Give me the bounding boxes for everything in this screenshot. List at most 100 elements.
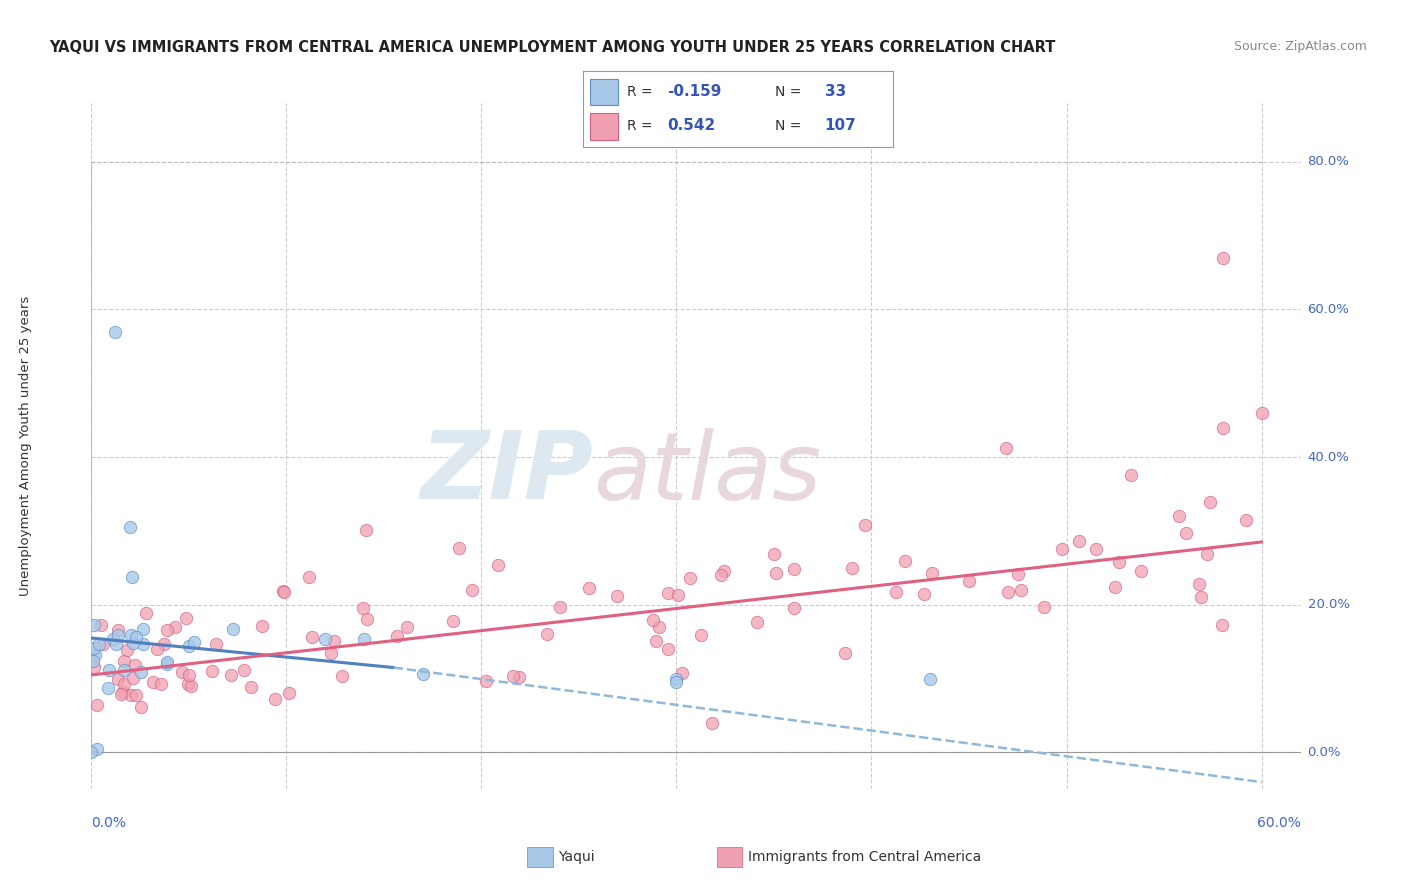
Point — [1007, 566, 1029, 581]
Point — [142, 674, 165, 689]
Point — [170, 665, 193, 679]
Point — [352, 600, 374, 615]
Point — [264, 691, 287, 706]
Point — [156, 655, 179, 669]
Point — [1189, 591, 1212, 605]
Point — [112, 676, 135, 690]
Point — [107, 623, 129, 637]
Point — [679, 571, 702, 585]
Point — [83, 618, 105, 632]
Point — [219, 668, 242, 682]
Text: Unemployment Among Youth under 25 years: Unemployment Among Youth under 25 years — [18, 296, 32, 596]
Point — [125, 688, 148, 702]
Point — [710, 568, 733, 582]
Point — [745, 615, 768, 629]
Point — [111, 685, 134, 699]
Point — [461, 582, 484, 597]
Point — [86, 698, 108, 712]
Point — [122, 671, 145, 685]
Point — [174, 611, 197, 625]
Point — [91, 637, 114, 651]
Point — [995, 441, 1018, 455]
Point — [149, 677, 172, 691]
Point — [1050, 542, 1073, 557]
Text: R =: R = — [627, 119, 652, 133]
Text: 60.0%: 60.0% — [1308, 303, 1350, 316]
Point — [762, 547, 785, 561]
Point — [657, 641, 679, 656]
Point — [396, 620, 419, 634]
Point — [232, 663, 254, 677]
Point — [115, 642, 138, 657]
Point — [502, 668, 524, 682]
Point — [121, 570, 143, 584]
Point — [412, 667, 434, 681]
Point — [163, 620, 186, 634]
Point — [129, 665, 152, 679]
Point — [132, 622, 155, 636]
Text: Source: ZipAtlas.com: Source: ZipAtlas.com — [1233, 40, 1367, 54]
Point — [131, 700, 153, 714]
Point — [201, 664, 224, 678]
Point — [548, 599, 571, 614]
Point — [273, 585, 295, 599]
Point — [204, 636, 226, 650]
Point — [120, 628, 142, 642]
Point — [179, 667, 201, 681]
Point — [1010, 583, 1032, 598]
Point — [356, 523, 378, 537]
Point — [1250, 406, 1272, 420]
Point — [82, 654, 104, 668]
Point — [841, 561, 863, 575]
Point — [643, 613, 665, 627]
Point — [648, 620, 671, 634]
Point — [700, 716, 723, 731]
Point — [156, 657, 179, 672]
Point — [110, 687, 132, 701]
Point — [83, 641, 105, 656]
Text: -0.159: -0.159 — [666, 85, 721, 99]
Text: Immigrants from Central America: Immigrants from Central America — [748, 850, 981, 864]
Point — [353, 632, 375, 647]
Point — [1167, 508, 1189, 523]
Point — [606, 590, 628, 604]
Point — [177, 676, 200, 690]
Point — [783, 600, 806, 615]
Point — [713, 564, 735, 578]
Point — [1108, 555, 1130, 569]
Point — [125, 630, 148, 644]
Point — [135, 607, 157, 621]
Bar — [589, 79, 617, 105]
Point — [997, 584, 1019, 599]
Text: Yaqui: Yaqui — [558, 850, 595, 864]
Point — [87, 637, 110, 651]
Point — [665, 673, 688, 687]
Point — [1212, 420, 1234, 434]
Point — [893, 554, 915, 568]
Point — [921, 566, 943, 580]
Point — [912, 587, 935, 601]
Point — [252, 619, 274, 633]
Point — [124, 657, 146, 672]
Point — [120, 688, 142, 702]
Point — [1085, 542, 1108, 557]
Text: YAQUI VS IMMIGRANTS FROM CENTRAL AMERICA UNEMPLOYMENT AMONG YOUTH UNDER 25 YEARS: YAQUI VS IMMIGRANTS FROM CENTRAL AMERICA… — [49, 40, 1056, 55]
Text: 80.0%: 80.0% — [1308, 155, 1350, 169]
Point — [156, 623, 179, 637]
Text: 33: 33 — [825, 85, 846, 99]
Point — [1195, 547, 1218, 561]
Point — [101, 632, 124, 646]
Point — [1234, 513, 1257, 527]
Point — [666, 589, 689, 603]
Point — [122, 636, 145, 650]
Point — [278, 686, 301, 700]
Text: N =: N = — [775, 85, 801, 99]
Point — [1130, 564, 1153, 578]
Point — [645, 634, 668, 648]
Text: 60.0%: 60.0% — [1257, 816, 1301, 830]
Point — [578, 581, 600, 595]
Point — [1067, 533, 1090, 548]
Point — [475, 673, 498, 688]
Point — [1104, 580, 1126, 594]
Point — [83, 648, 105, 662]
